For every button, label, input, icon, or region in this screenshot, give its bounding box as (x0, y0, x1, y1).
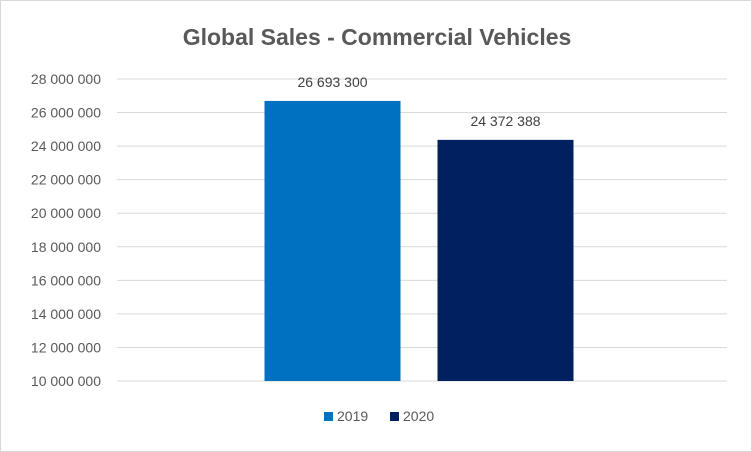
legend-label-2019: 2019 (337, 408, 368, 424)
data-label-2019: 26 693 300 (297, 74, 367, 90)
legend-swatch-2019 (324, 412, 333, 421)
chart-title: Global Sales - Commercial Vehicles (183, 24, 572, 50)
y-tick-label: 24 000 000 (31, 138, 101, 154)
y-axis: 10 000 000 12 000 000 14 000 000 16 000 000… (31, 71, 101, 389)
y-tick-label: 18 000 000 (31, 239, 101, 255)
y-tick-label: 16 000 000 (31, 272, 101, 288)
bars (264, 100, 574, 381)
bar-2020 (437, 139, 574, 381)
data-label-2020: 24 372 388 (470, 113, 540, 129)
gridlines (117, 78, 727, 382)
y-tick-label: 12 000 000 (31, 339, 101, 355)
legend-label-2020: 2020 (403, 408, 434, 424)
y-tick-label: 14 000 000 (31, 306, 101, 322)
y-tick-label: 22 000 000 (31, 172, 101, 188)
data-labels: 26 693 300 24 372 388 (297, 74, 540, 129)
legend-swatch-2020 (390, 412, 399, 421)
bar-2019 (264, 100, 401, 381)
y-tick-label: 26 000 000 (31, 105, 101, 121)
legend: 2019 2020 (324, 408, 434, 424)
y-tick-label: 10 000 000 (31, 373, 101, 389)
y-tick-label: 28 000 000 (31, 71, 101, 87)
y-tick-label: 20 000 000 (31, 205, 101, 221)
